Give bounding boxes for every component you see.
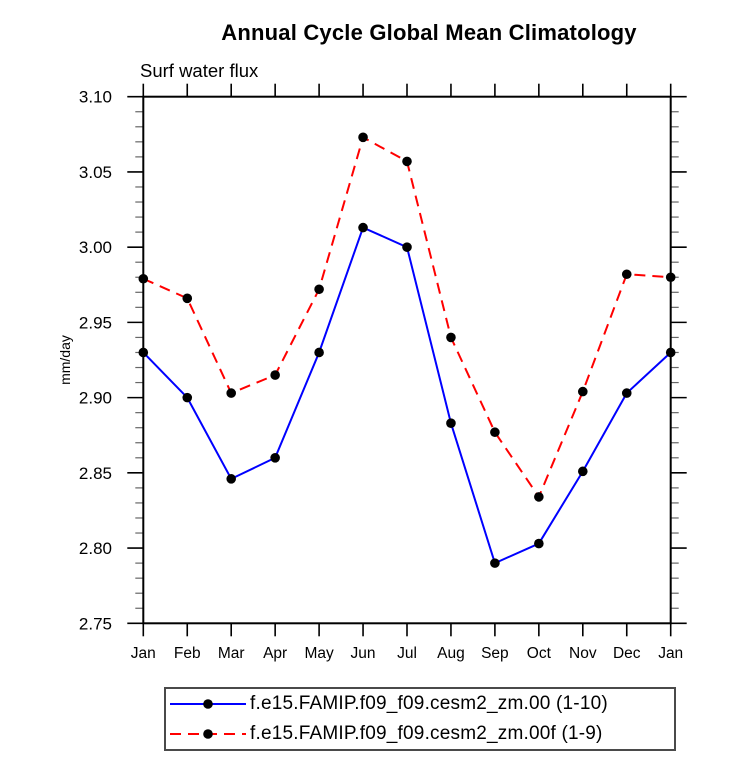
y-tick-label: 3.05 [79, 163, 112, 182]
x-tick-label: Dec [613, 645, 641, 662]
chart-title: Annual Cycle Global Mean Climatology [221, 20, 637, 45]
y-tick-label: 2.85 [79, 464, 112, 483]
series-line-0 [142, 226, 672, 565]
y-tick-label: 2.90 [79, 389, 112, 408]
x-tick-label: Jul [397, 645, 417, 662]
y-tick-label: 3.10 [79, 88, 112, 107]
x-tick-label: May [304, 645, 334, 662]
x-tick-label: Sep [481, 645, 509, 662]
x-tick-label: Nov [569, 645, 597, 662]
legend-line-sample-solid-blue [170, 699, 246, 709]
x-tick-label: Jan [131, 645, 156, 662]
x-tick-label: Feb [174, 645, 201, 662]
y-tick-label: 2.75 [79, 614, 112, 633]
x-tick-label: Mar [218, 645, 245, 662]
x-tick-label: Oct [527, 645, 552, 662]
y-tick-label: 3.00 [79, 238, 112, 257]
legend-label: f.e15.FAMIP.f09_f09.cesm2_zm.00f (1-9) [250, 723, 603, 744]
legend: f.e15.FAMIP.f09_f09.cesm2_zm.00 (1-10) f… [164, 687, 676, 751]
chart-subtitle: Surf water flux [140, 60, 259, 81]
legend-item: f.e15.FAMIP.f09_f09.cesm2_zm.00f (1-9) [166, 719, 674, 749]
series-line-1 [142, 135, 671, 500]
x-tick-label: Apr [263, 645, 287, 662]
series-markers-1 [138, 132, 676, 502]
x-axis-ticks: Jan Feb Mar Apr May Jun Jul Aug Sep Oct Nov Dec Jan [131, 83, 683, 662]
legend-item: f.e15.FAMIP.f09_f09.cesm2_zm.00 (1-10) [166, 689, 674, 719]
y-axis-major-ticks: 2.75 2.80 2.85 2.90 2.95 3.00 3.05 3.10 [79, 88, 687, 633]
x-tick-label: Jan [658, 645, 683, 662]
x-tick-label: Aug [437, 645, 465, 662]
plot-border [142, 95, 672, 625]
legend-line-sample-dashed-red [170, 729, 246, 739]
series-markers-0 [138, 222, 676, 568]
x-tick-label: Jun [351, 645, 376, 662]
y-tick-label: 2.80 [79, 539, 112, 558]
y-axis-minor-ticks [135, 111, 679, 609]
legend-label: f.e15.FAMIP.f09_f09.cesm2_zm.00 (1-10) [250, 693, 608, 714]
y-tick-label: 2.95 [79, 313, 112, 332]
